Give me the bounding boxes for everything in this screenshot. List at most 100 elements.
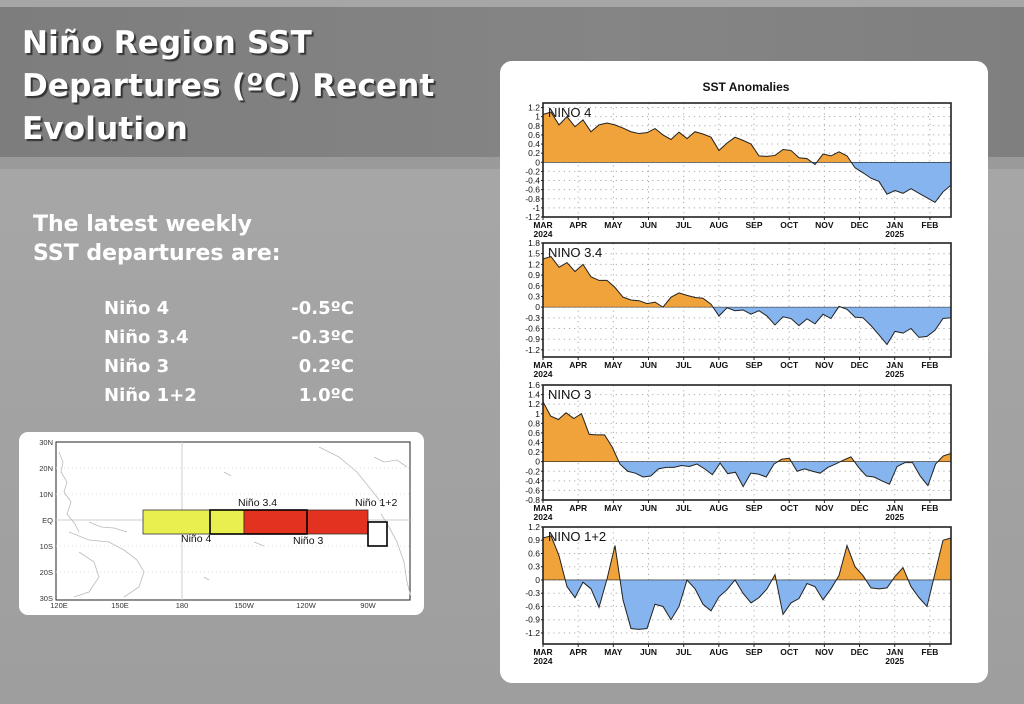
y-tick-label: 0 <box>535 575 540 585</box>
slide-title: Niño Region SST Departures (ºC) Recent E… <box>22 25 435 147</box>
x-tick-label: JUL <box>676 220 692 230</box>
x-tick-label: NOV <box>815 360 834 370</box>
region-value: 0.2ºC <box>298 356 354 377</box>
x-tick-label: MAR <box>533 647 552 657</box>
region-name: Niño 1+2 <box>104 385 197 406</box>
x-tick-label: DEC <box>851 360 869 370</box>
lat-label: 20S <box>40 568 53 577</box>
y-tick-label: -0.9 <box>525 615 540 625</box>
y-tick-label: 0.6 <box>528 548 540 558</box>
x-tick-label: NOV <box>815 503 834 513</box>
y-tick-label: -1.2 <box>525 345 540 355</box>
anomaly-line <box>542 111 952 204</box>
y-tick-label: 0.2 <box>528 148 540 158</box>
y-tick-label: -0.2 <box>525 166 540 176</box>
panel-frame <box>542 526 952 645</box>
y-tick-label: 1.5 <box>528 249 540 259</box>
x-year-label: 2025 <box>885 656 904 666</box>
lon-label: 150E <box>111 601 129 610</box>
y-tick-label: 1.2 <box>528 522 540 532</box>
lon-label: 120W <box>296 601 317 610</box>
y-tick-label: -1.2 <box>525 628 540 638</box>
y-tick-label: 0.9 <box>528 535 540 545</box>
x-tick-label: OCT <box>780 503 799 513</box>
y-tick-label: -0.4 <box>525 176 540 186</box>
negative-anomaly-area <box>543 307 951 345</box>
panel-label: NINO 4 <box>548 105 591 120</box>
panel-label: NINO 3.4 <box>548 245 602 260</box>
lat-label: 10N <box>39 490 53 499</box>
y-tick-label: -0.6 <box>525 485 540 495</box>
y-tick-label: 1.2 <box>528 103 540 113</box>
departure-row: Niño 1+2 1.0ºC <box>104 385 354 414</box>
y-tick-label: 0 <box>535 457 540 467</box>
panel-frame <box>542 242 952 358</box>
lon-label: 120E <box>50 601 68 610</box>
positive-anomaly-area <box>543 401 951 462</box>
departure-row: Niño 4 -0.5ºC <box>104 298 354 327</box>
x-tick-label: SEP <box>746 360 763 370</box>
x-tick-label: FEB <box>921 360 938 370</box>
y-tick-label: -0.6 <box>525 185 540 195</box>
chart-title: SST Anomalies <box>703 80 790 94</box>
x-tick-label: JAN <box>886 220 903 230</box>
x-tick-label: AUG <box>709 220 728 230</box>
anomaly-line <box>542 401 952 488</box>
x-tick-label: JAN <box>886 503 903 513</box>
y-tick-label: 0.3 <box>528 291 540 301</box>
y-tick-label: -0.6 <box>525 601 540 611</box>
y-tick-label: 1.2 <box>528 399 540 409</box>
top-band <box>0 0 1024 7</box>
y-tick-label: -0.9 <box>525 334 540 344</box>
region-name: Niño 4 <box>104 298 170 319</box>
anomaly-line <box>542 535 952 630</box>
y-tick-label: 1 <box>535 409 540 419</box>
x-year-label: 2025 <box>885 512 904 522</box>
y-tick-label: 0 <box>535 157 540 167</box>
y-tick-label: -1 <box>532 203 540 213</box>
lon-label: 180 <box>176 601 189 610</box>
x-tick-label: JUN <box>640 220 657 230</box>
x-tick-label: DEC <box>851 503 869 513</box>
x-tick-label: DEC <box>851 647 869 657</box>
nino3-label: Niño 3 <box>293 535 324 547</box>
x-tick-label: MAY <box>604 360 622 370</box>
x-tick-label: MAY <box>604 503 622 513</box>
x-tick-label: NOV <box>815 220 834 230</box>
y-tick-label: -1.2 <box>525 212 540 222</box>
panel-nino-4: 1.210.80.60.40.20-0.2-0.4-0.6-0.8-1-1.2 N… <box>525 102 952 239</box>
lat-label: EQ <box>42 516 53 525</box>
y-tick-label: 0.8 <box>528 121 540 131</box>
nino12-region <box>367 521 388 547</box>
x-tick-label: JUL <box>676 647 692 657</box>
y-tick-label: 1.4 <box>528 390 540 400</box>
x-tick-label: NOV <box>815 647 834 657</box>
nino4-label: Niño 4 <box>181 533 212 545</box>
x-tick-label: OCT <box>780 647 799 657</box>
nino-regions-map: Niño 4 Niño 3.4 Niño 3 Niño 1+2 30N 20N … <box>39 438 412 610</box>
positive-anomaly-area <box>543 112 852 163</box>
x-tick-label: APR <box>569 220 587 230</box>
y-tick-label: -0.3 <box>525 588 540 598</box>
region-value: 1.0ºC <box>298 385 354 406</box>
map-grid <box>56 467 410 573</box>
region-value: -0.3ºC <box>291 327 354 348</box>
positive-anomaly-area <box>543 256 951 308</box>
y-tick-label: 1 <box>535 112 540 122</box>
x-tick-label: FEB <box>921 503 938 513</box>
negative-anomaly-area <box>543 162 951 203</box>
x-tick-label: FEB <box>921 220 938 230</box>
y-tick-label: -0.2 <box>525 466 540 476</box>
x-tick-label: SEP <box>746 647 763 657</box>
x-tick-label: FEB <box>921 647 938 657</box>
x-year-label: 2024 <box>534 656 553 666</box>
lat-label: 10S <box>40 542 53 551</box>
x-tick-label: MAR <box>533 503 552 513</box>
x-tick-label: SEP <box>746 503 763 513</box>
panel-frame <box>542 102 952 218</box>
x-tick-label: MAY <box>604 220 622 230</box>
x-year-label: 2025 <box>885 229 904 239</box>
sst-anomalies-card: SST Anomalies 1.2 1 0.8 0.6 0.4 0.2 0 -0.2 -0.4-… <box>500 61 988 683</box>
anomaly-line <box>542 255 952 346</box>
x-tick-label: JUN <box>640 503 657 513</box>
